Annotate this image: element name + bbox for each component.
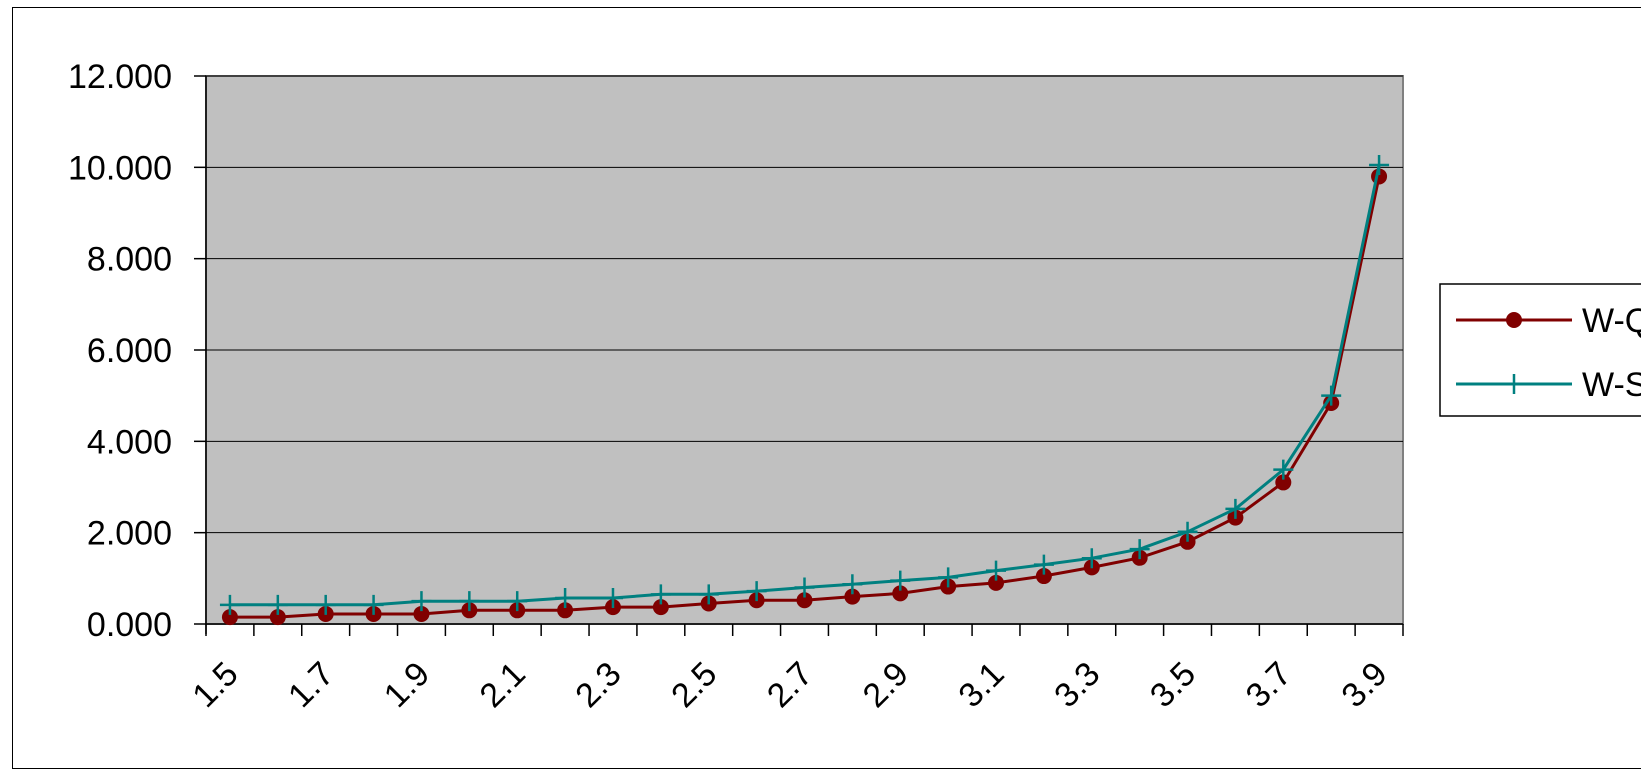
data-point <box>221 609 238 626</box>
x-tick-label: 2.5 <box>664 655 724 715</box>
x-tick-label: 2.1 <box>473 655 533 715</box>
data-point <box>363 594 384 615</box>
data-point <box>988 574 1005 591</box>
data-point <box>1179 533 1196 550</box>
data-point <box>1081 548 1102 569</box>
y-tick-label: 0.000 <box>87 606 172 644</box>
data-point <box>269 609 286 626</box>
data-point <box>507 591 528 612</box>
series-w-q <box>221 168 1388 626</box>
legend <box>1439 283 1641 417</box>
x-tick-label: 3.7 <box>1239 655 1299 715</box>
legend-item-w-q: W-Q <box>1456 302 1641 340</box>
x-tick-label: 1.5 <box>185 655 245 715</box>
data-point <box>1275 474 1292 491</box>
data-point <box>555 587 576 608</box>
x-tick-label: 2.9 <box>856 655 916 715</box>
data-point <box>413 605 430 622</box>
y-tick-label: 4.000 <box>87 423 172 461</box>
x-tick-label: 2.7 <box>760 655 820 715</box>
x-tick-label: 2.3 <box>568 655 628 715</box>
data-point <box>892 585 909 602</box>
data-point <box>794 577 815 598</box>
data-point <box>844 588 861 605</box>
data-point <box>1321 385 1342 406</box>
legend-item-w-s: W-S <box>1456 366 1641 404</box>
data-point <box>1225 498 1246 519</box>
data-point <box>1035 568 1052 585</box>
data-point <box>698 584 719 605</box>
data-point <box>315 594 336 615</box>
data-point <box>459 591 480 612</box>
legend-label: W-Q <box>1582 302 1641 340</box>
data-point <box>557 602 574 619</box>
data-point <box>602 587 623 608</box>
data-point <box>796 592 813 609</box>
x-tick-label: 1.9 <box>377 655 437 715</box>
data-point <box>652 599 669 616</box>
legend-marker <box>1506 312 1522 328</box>
y-tick-label: 10.000 <box>68 149 172 187</box>
data-point <box>1273 459 1294 480</box>
series-w-s <box>219 155 1390 615</box>
data-point <box>842 574 863 595</box>
data-point <box>938 567 959 588</box>
legend-label: W-S <box>1582 366 1641 404</box>
y-tick-label: 2.000 <box>87 515 172 553</box>
y-tick-label: 12.000 <box>68 58 172 96</box>
data-point <box>411 591 432 612</box>
data-point <box>1129 539 1150 560</box>
data-point <box>650 584 671 605</box>
data-point <box>746 581 767 602</box>
data-point <box>986 560 1007 581</box>
data-point <box>1369 155 1390 176</box>
y-tick-label: 6.000 <box>87 332 172 370</box>
data-point <box>1177 521 1198 542</box>
legend-marker <box>1504 374 1524 394</box>
data-point <box>219 594 240 615</box>
y-tick-label: 8.000 <box>87 241 172 279</box>
data-point <box>1033 554 1054 575</box>
data-point <box>267 594 288 615</box>
x-tick-label: 3.3 <box>1047 655 1107 715</box>
data-point <box>890 570 911 591</box>
x-tick-label: 3.9 <box>1334 655 1394 715</box>
x-tick-label: 1.7 <box>281 655 341 715</box>
x-tick-label: 3.1 <box>951 655 1011 715</box>
x-tick-label: 3.5 <box>1143 655 1203 715</box>
